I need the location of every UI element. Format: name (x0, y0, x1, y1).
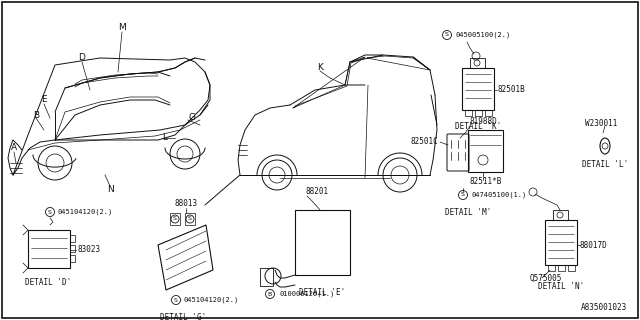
Text: S: S (461, 193, 465, 197)
Bar (548, 265, 555, 271)
Text: DETAIL 'L': DETAIL 'L' (582, 160, 628, 169)
Bar (70, 235, 75, 242)
Text: S: S (48, 210, 52, 214)
Text: B: B (268, 292, 272, 297)
Text: DETAIL 'E': DETAIL 'E' (299, 288, 345, 297)
Text: E: E (41, 95, 47, 105)
Text: G: G (189, 114, 195, 123)
Bar (70, 245, 75, 252)
Text: DETAIL 'M': DETAIL 'M' (445, 208, 491, 217)
Bar (545, 220, 577, 265)
Bar (558, 265, 565, 271)
Text: S: S (445, 33, 449, 37)
Text: K: K (317, 63, 323, 73)
Text: B: B (33, 110, 39, 119)
Bar (70, 255, 75, 262)
Text: 81988D: 81988D (470, 117, 498, 126)
Bar (185, 213, 195, 225)
Text: 010006120(1.): 010006120(1.) (280, 291, 335, 297)
Text: 045005100(2.): 045005100(2.) (455, 32, 510, 38)
Text: 82511*B: 82511*B (470, 178, 502, 187)
Text: W230011: W230011 (585, 118, 618, 127)
Text: 88013: 88013 (175, 198, 198, 207)
Text: 82501B: 82501B (497, 85, 525, 94)
Text: A: A (11, 143, 17, 153)
Bar (485, 110, 492, 116)
Bar (462, 68, 494, 110)
Bar (470, 58, 485, 68)
Text: DETAIL 'G': DETAIL 'G' (160, 313, 206, 320)
Text: S: S (173, 217, 177, 221)
Bar (568, 265, 575, 271)
Text: 047405100(1.): 047405100(1.) (471, 192, 526, 198)
Bar (553, 210, 568, 220)
Text: N: N (107, 186, 113, 195)
Text: D: D (79, 53, 85, 62)
Text: 045104120(2.): 045104120(2.) (58, 209, 113, 215)
Bar (28, 230, 70, 268)
Text: 83023: 83023 (78, 245, 101, 254)
Text: 045104120(2.): 045104120(2.) (184, 297, 239, 303)
Text: Q575005: Q575005 (530, 274, 563, 283)
Text: S: S (188, 217, 192, 221)
Bar (475, 110, 482, 116)
Text: L: L (163, 133, 168, 142)
Text: A835001023: A835001023 (580, 303, 627, 312)
Bar (468, 130, 503, 172)
Text: DETAIL 'N': DETAIL 'N' (538, 282, 584, 291)
Text: 88201: 88201 (305, 188, 328, 196)
Text: DETAIL 'K': DETAIL 'K' (455, 122, 501, 131)
Text: S: S (174, 298, 178, 302)
Bar (295, 210, 350, 275)
Text: 82501C: 82501C (410, 138, 438, 147)
Text: 88017D: 88017D (580, 241, 608, 250)
Bar (170, 213, 180, 225)
Text: DETAIL 'D': DETAIL 'D' (25, 278, 71, 287)
Text: M: M (118, 23, 126, 33)
Bar (260, 268, 273, 286)
Bar (465, 110, 472, 116)
